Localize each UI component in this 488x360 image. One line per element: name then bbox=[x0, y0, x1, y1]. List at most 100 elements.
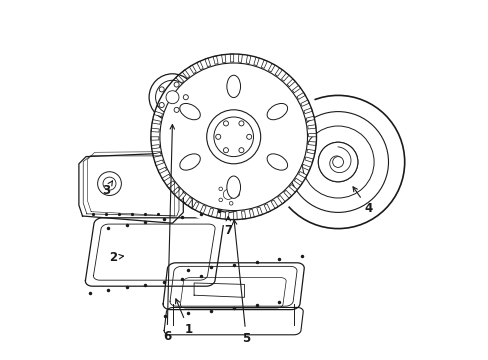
Circle shape bbox=[159, 87, 164, 92]
Polygon shape bbox=[178, 193, 185, 201]
Polygon shape bbox=[277, 195, 285, 204]
Polygon shape bbox=[152, 120, 160, 124]
Polygon shape bbox=[233, 212, 237, 220]
Polygon shape bbox=[200, 205, 206, 214]
Polygon shape bbox=[292, 85, 300, 93]
Circle shape bbox=[302, 126, 373, 198]
Circle shape bbox=[235, 193, 239, 196]
Polygon shape bbox=[275, 68, 282, 76]
Polygon shape bbox=[213, 56, 218, 64]
Circle shape bbox=[174, 82, 179, 87]
Circle shape bbox=[155, 80, 189, 114]
Polygon shape bbox=[270, 200, 278, 208]
Polygon shape bbox=[283, 190, 291, 198]
Circle shape bbox=[223, 121, 228, 126]
Polygon shape bbox=[197, 61, 203, 70]
Circle shape bbox=[149, 74, 196, 121]
Polygon shape bbox=[298, 171, 306, 178]
Polygon shape bbox=[230, 54, 233, 62]
Circle shape bbox=[159, 103, 164, 108]
Circle shape bbox=[239, 148, 244, 153]
Text: 4: 4 bbox=[352, 187, 372, 215]
Polygon shape bbox=[307, 141, 316, 145]
Circle shape bbox=[145, 49, 321, 225]
Circle shape bbox=[210, 176, 246, 212]
Polygon shape bbox=[305, 116, 314, 121]
Polygon shape bbox=[253, 57, 259, 66]
Circle shape bbox=[239, 121, 244, 126]
Polygon shape bbox=[164, 88, 173, 95]
Polygon shape bbox=[155, 160, 163, 166]
Polygon shape bbox=[241, 211, 245, 219]
Polygon shape bbox=[164, 307, 303, 335]
Polygon shape bbox=[305, 157, 313, 162]
Polygon shape bbox=[224, 211, 228, 220]
Polygon shape bbox=[221, 54, 225, 63]
Polygon shape bbox=[294, 178, 302, 185]
Text: 1: 1 bbox=[175, 299, 192, 336]
Polygon shape bbox=[85, 218, 223, 286]
Circle shape bbox=[332, 157, 343, 167]
Polygon shape bbox=[281, 73, 288, 81]
Circle shape bbox=[246, 134, 251, 139]
Polygon shape bbox=[308, 133, 316, 137]
Polygon shape bbox=[216, 210, 221, 219]
Polygon shape bbox=[169, 81, 178, 89]
Circle shape bbox=[216, 182, 240, 207]
Circle shape bbox=[318, 142, 357, 182]
Polygon shape bbox=[79, 153, 183, 223]
Polygon shape bbox=[204, 58, 210, 67]
Circle shape bbox=[271, 95, 404, 229]
Polygon shape bbox=[184, 197, 192, 206]
Text: 7: 7 bbox=[224, 216, 232, 237]
Polygon shape bbox=[163, 263, 304, 310]
Circle shape bbox=[223, 148, 228, 153]
Polygon shape bbox=[208, 208, 213, 217]
Polygon shape bbox=[151, 137, 159, 140]
Polygon shape bbox=[172, 187, 180, 195]
Circle shape bbox=[160, 63, 307, 211]
Ellipse shape bbox=[226, 75, 240, 98]
Text: 6: 6 bbox=[163, 125, 174, 343]
Ellipse shape bbox=[266, 154, 287, 170]
Circle shape bbox=[206, 110, 260, 164]
Text: 5: 5 bbox=[232, 220, 250, 345]
Polygon shape bbox=[189, 65, 196, 73]
Ellipse shape bbox=[266, 103, 287, 120]
Polygon shape bbox=[306, 149, 315, 154]
Polygon shape bbox=[156, 103, 165, 109]
Polygon shape bbox=[158, 167, 166, 174]
Text: 2: 2 bbox=[109, 251, 123, 264]
Circle shape bbox=[229, 202, 232, 205]
Polygon shape bbox=[256, 207, 262, 216]
Ellipse shape bbox=[180, 154, 200, 170]
Polygon shape bbox=[264, 204, 270, 212]
Circle shape bbox=[223, 189, 233, 199]
Polygon shape bbox=[261, 60, 267, 68]
Circle shape bbox=[318, 142, 357, 182]
Text: 3: 3 bbox=[102, 181, 112, 197]
Polygon shape bbox=[245, 55, 250, 64]
Polygon shape bbox=[151, 128, 159, 132]
Polygon shape bbox=[268, 63, 275, 72]
Circle shape bbox=[166, 91, 179, 104]
Polygon shape bbox=[192, 202, 199, 210]
Polygon shape bbox=[286, 79, 295, 87]
Circle shape bbox=[219, 187, 222, 191]
Polygon shape bbox=[183, 184, 192, 209]
Polygon shape bbox=[162, 174, 170, 181]
Polygon shape bbox=[296, 93, 305, 99]
Circle shape bbox=[219, 198, 222, 202]
Polygon shape bbox=[238, 54, 242, 62]
Circle shape bbox=[229, 184, 232, 187]
Polygon shape bbox=[302, 165, 310, 171]
Circle shape bbox=[103, 177, 116, 190]
Polygon shape bbox=[160, 95, 168, 102]
Polygon shape bbox=[289, 185, 297, 192]
Circle shape bbox=[213, 117, 253, 157]
Polygon shape bbox=[154, 111, 162, 117]
Circle shape bbox=[174, 107, 179, 112]
Polygon shape bbox=[152, 152, 161, 157]
Polygon shape bbox=[175, 75, 183, 83]
Polygon shape bbox=[151, 145, 159, 149]
